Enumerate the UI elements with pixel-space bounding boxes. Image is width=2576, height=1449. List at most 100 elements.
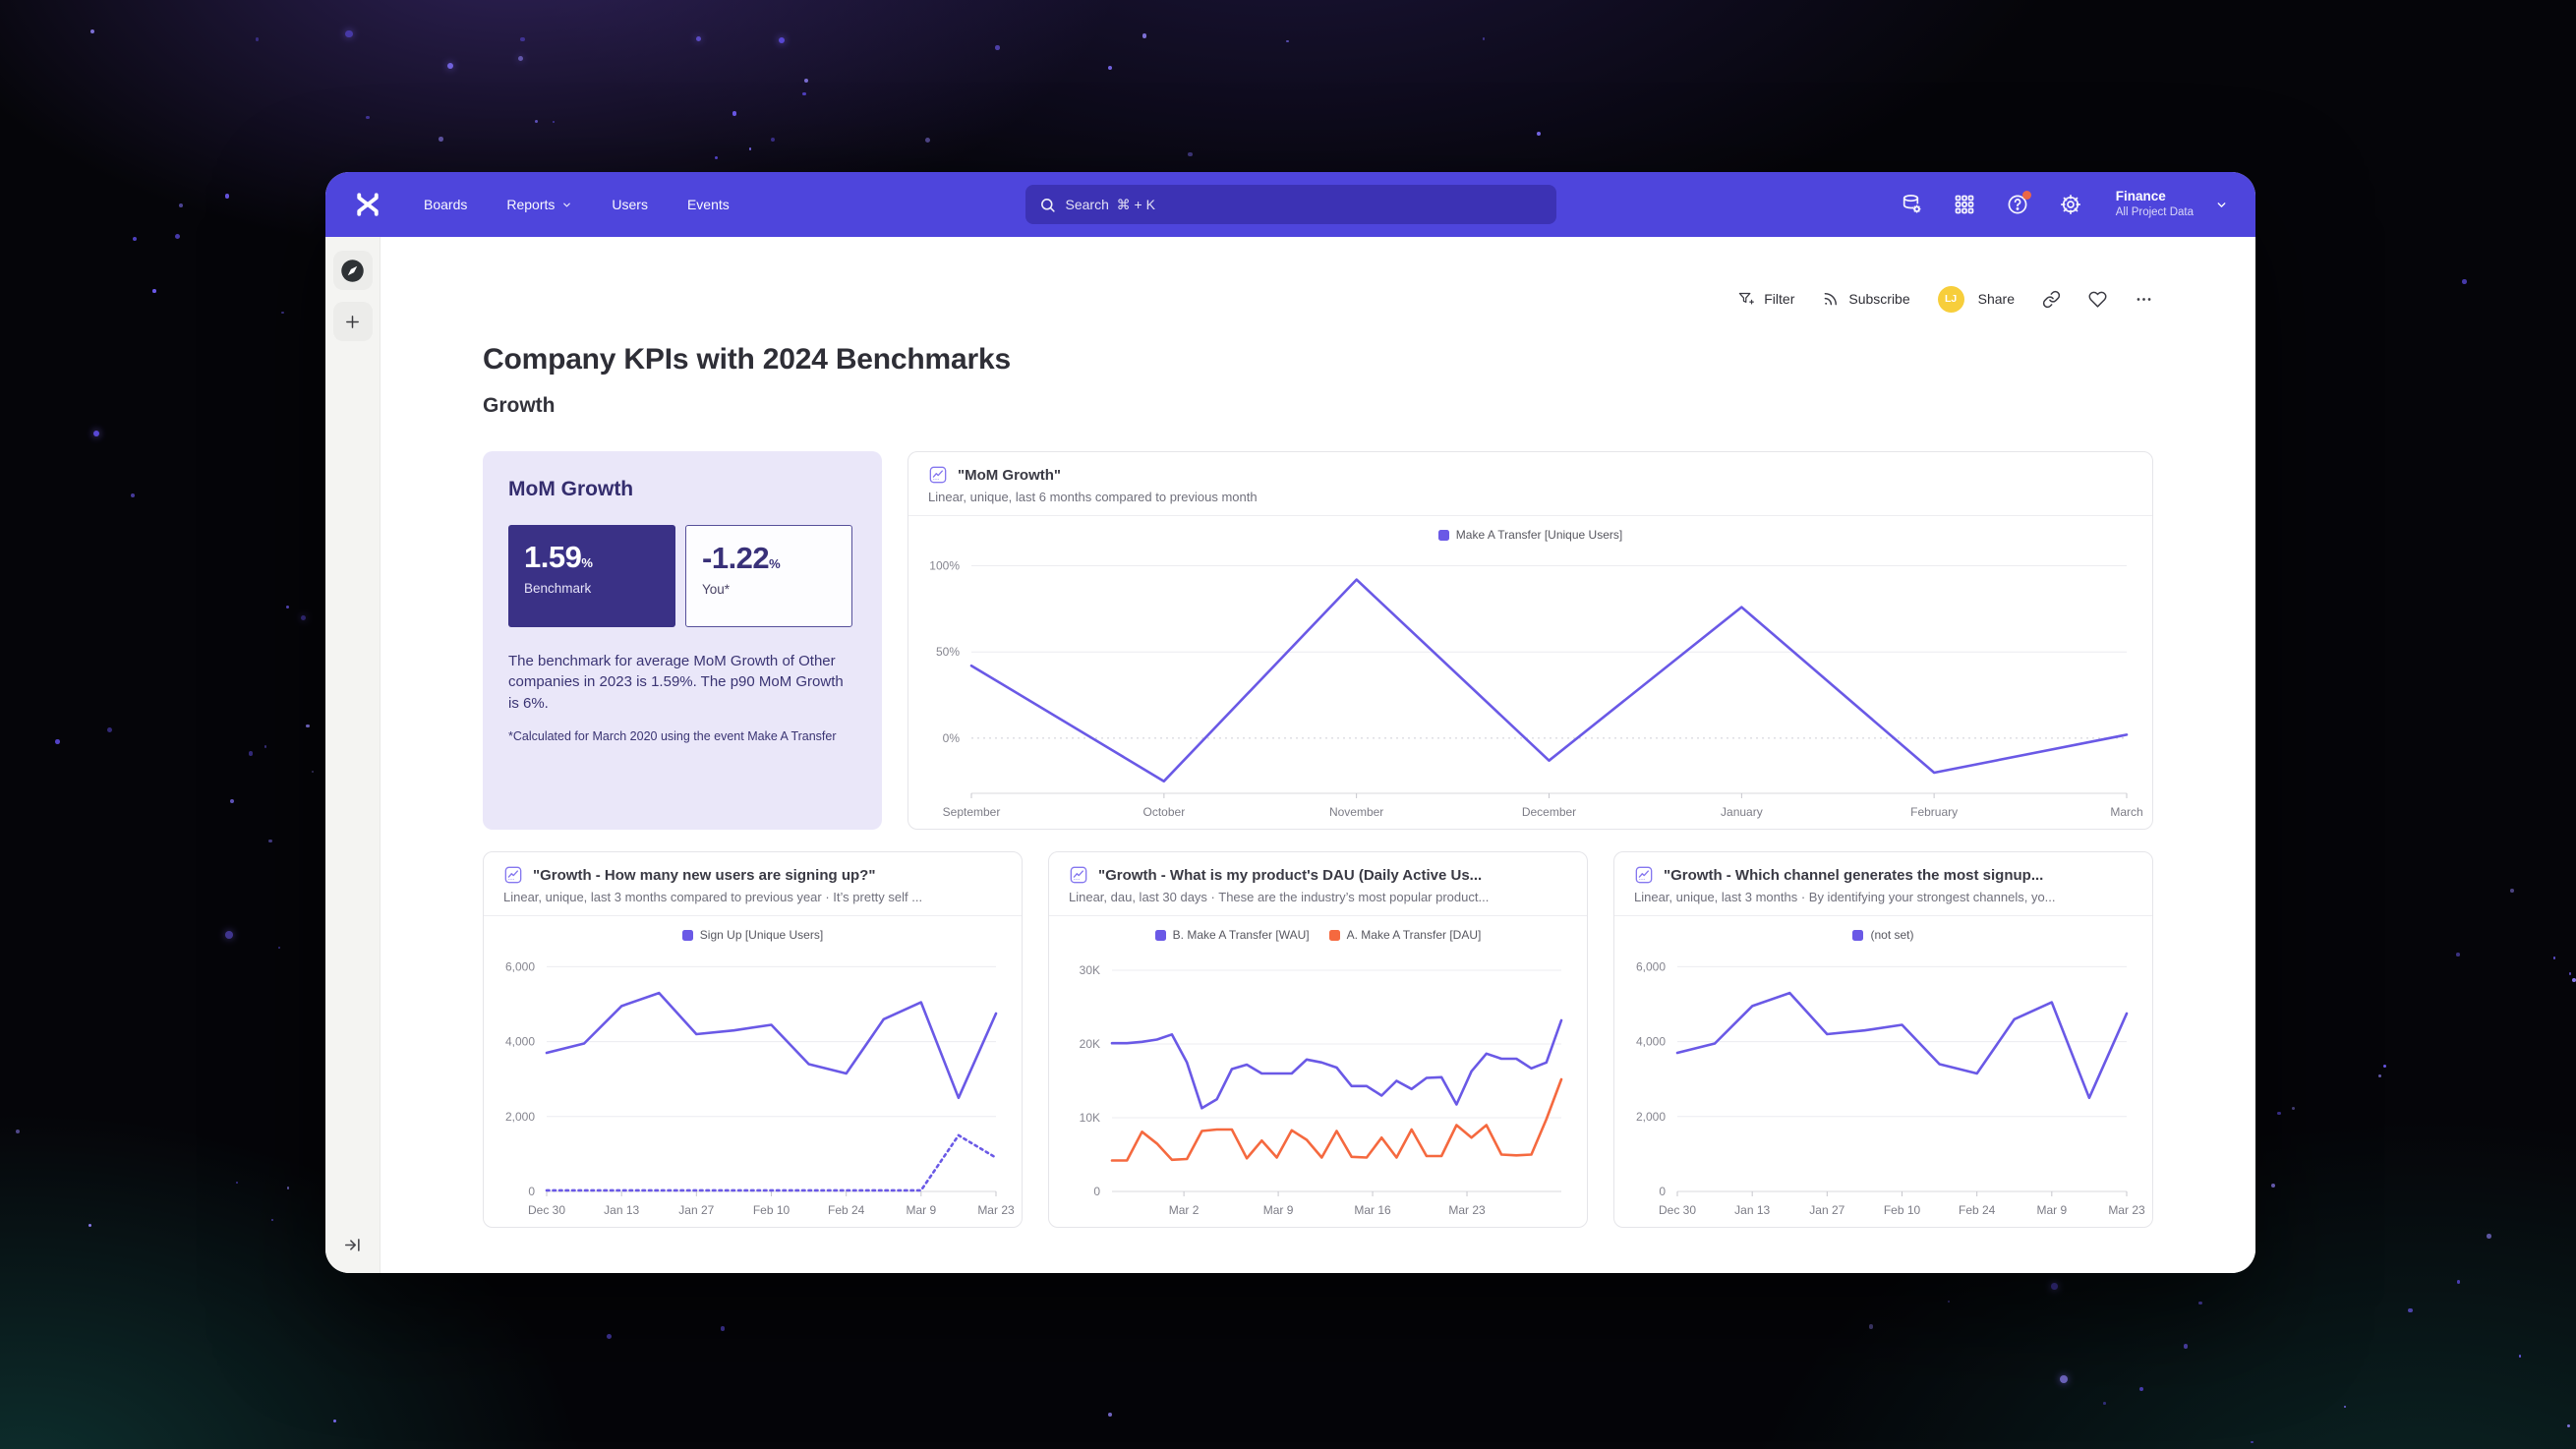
legend-item[interactable]: Make A Transfer [Unique Users]: [1437, 528, 1622, 542]
notification-dot: [2021, 191, 2031, 200]
legend-swatch: [1154, 929, 1166, 941]
y-tick-label: 20K: [1080, 1037, 1100, 1051]
nav-item-events[interactable]: Events: [687, 197, 730, 212]
legend-swatch: [681, 929, 693, 941]
chart-subtitle: Linear, unique, last 3 months compared t…: [503, 890, 923, 904]
x-tick-label: Jan 13: [604, 1203, 639, 1217]
y-tick-label: 2,000: [1636, 1110, 1666, 1124]
x-tick-label: December: [1522, 805, 1576, 819]
more-icon: [2137, 297, 2151, 301]
plus-icon: [346, 315, 359, 328]
series-line: [1110, 1018, 1563, 1110]
chart-header: "Growth - What is my product's DAU (Dail…: [1049, 852, 1587, 916]
y-tick-label: 30K: [1080, 963, 1100, 977]
legend-item[interactable]: B. Make A Transfer [WAU]: [1154, 928, 1310, 942]
filter-button[interactable]: Filter: [1737, 290, 1794, 308]
report-chart-icon: [504, 866, 522, 884]
share-button[interactable]: Share: [1978, 291, 2015, 307]
line-chart: 6,000 4,000 2,000 0 Dec 30 Jan 13 Jan 27 Feb 10…: [1636, 959, 2145, 1217]
x-tick-label: October: [1143, 805, 1186, 819]
expand-sidebar-icon: [344, 1239, 360, 1251]
x-tick-label: February: [1910, 805, 1958, 819]
series-line: [1110, 1077, 1563, 1162]
y-tick-label: 50%: [936, 645, 960, 659]
nav-item-label: Boards: [424, 197, 468, 212]
benchmark-description: The benchmark for average MoM Growth of …: [508, 653, 844, 712]
chart-title: "Growth - What is my product's DAU (Dail…: [1098, 866, 1483, 884]
you-unit: %: [769, 556, 781, 571]
chart-legend: Sign Up [Unique Users]: [484, 916, 1022, 946]
add-board-button[interactable]: [332, 302, 373, 341]
global-search[interactable]: [1025, 185, 1556, 224]
x-tick-label: Feb 24: [1959, 1203, 1996, 1217]
legend-item[interactable]: A. Make A Transfer [DAU]: [1328, 928, 1482, 942]
x-tick-label: Mar 23: [977, 1203, 1015, 1217]
project-switcher[interactable]: Finance All Project Data: [2116, 189, 2228, 219]
chart-header: "Growth - How many new users are signing…: [484, 852, 1022, 916]
chart-card-signups[interactable]: "Growth - How many new users are signing…: [483, 851, 1023, 1228]
y-tick-label: 100%: [929, 559, 960, 573]
nav-item-boards[interactable]: Boards: [424, 197, 467, 212]
legend-item[interactable]: (not set): [1852, 928, 1914, 942]
filter-label: Filter: [1764, 291, 1795, 307]
report-chart-icon: [1635, 866, 1653, 884]
chart-card-mom-growth[interactable]: "MoM Growth" Linear, unique, last 6 mont…: [907, 451, 2153, 830]
series-line: [545, 991, 998, 1100]
more-options-button[interactable]: [2135, 290, 2153, 309]
y-tick-label: 2,000: [505, 1110, 535, 1124]
x-tick-label: Jan 27: [678, 1203, 714, 1217]
benchmark-card-title: MoM Growth: [508, 478, 634, 500]
legend-swatch: [1437, 529, 1449, 541]
chart-subtitle: Linear, unique, last 3 months · By ident…: [1634, 890, 2056, 904]
topbar-right-cluster: Finance All Project Data: [1900, 189, 2228, 219]
avatar[interactable]: LJ: [1937, 285, 1964, 313]
x-tick-label: Dec 30: [528, 1203, 565, 1217]
expand-sidebar-button[interactable]: [343, 1236, 362, 1259]
legend-item[interactable]: Sign Up [Unique Users]: [681, 928, 824, 942]
legend-label: Sign Up [Unique Users]: [699, 928, 824, 942]
benchmark-value: 1.59: [524, 540, 582, 574]
nav-item-label: Reports: [506, 197, 556, 212]
boards-home-button[interactable]: [332, 251, 373, 290]
nav-item-reports[interactable]: Reports: [506, 197, 572, 212]
benchmark-unit: %: [581, 555, 593, 570]
apps-grid-icon[interactable]: [1953, 193, 1976, 216]
x-tick-label: Feb 10: [1884, 1203, 1921, 1217]
avatar-initials: LJ: [1945, 293, 1958, 305]
chart-card-dau[interactable]: "Growth - What is my product's DAU (Dail…: [1048, 851, 1588, 1228]
chart-plot-area: Sign Up [Unique Users] 6,000 4,000 2,000 0 D…: [484, 916, 1022, 1227]
line-chart: 30K 20K 10K 0 Mar 2 Mar 9 Mar 16 Mar 23: [1080, 963, 1563, 1217]
x-tick-label: September: [943, 805, 1001, 819]
legend-swatch: [1328, 929, 1340, 941]
compass-icon: [341, 259, 364, 282]
y-tick-label: 4,000: [1636, 1035, 1666, 1049]
app-window: Boards Reports Users Events: [325, 172, 2255, 1273]
x-tick-label: Mar 9: [2036, 1203, 2067, 1217]
subscribe-button[interactable]: Subscribe: [1822, 290, 1910, 308]
chart-title: "Growth - How many new users are signing…: [533, 866, 876, 884]
chart-card-channels[interactable]: "Growth - Which channel generates the mo…: [1613, 851, 2153, 1228]
chevron-down-icon: [2217, 202, 2226, 207]
y-tick-label: 6,000: [505, 959, 535, 973]
help-icon[interactable]: [2006, 191, 2031, 216]
settings-gear-icon[interactable]: [2059, 193, 2082, 216]
series-line: [545, 1133, 998, 1192]
x-tick-label: March: [2110, 805, 2142, 819]
copy-link-button[interactable]: [2042, 290, 2061, 309]
data-icon[interactable]: [1900, 193, 1923, 216]
you-label: You*: [702, 582, 731, 597]
nav-item-label: Users: [612, 197, 648, 212]
favorite-button[interactable]: [2088, 290, 2107, 309]
chart-legend: Make A Transfer [Unique Users]: [908, 516, 2152, 546]
y-tick-label: 0: [1093, 1185, 1100, 1198]
chart-header: "MoM Growth" Linear, unique, last 6 mont…: [908, 452, 2152, 516]
mixpanel-logo-icon[interactable]: [353, 190, 382, 219]
search-input[interactable]: [1065, 197, 1543, 212]
nav-item-label: Events: [686, 197, 730, 212]
legend-label: A. Make A Transfer [DAU]: [1346, 928, 1482, 942]
x-tick-label: Mar 16: [1354, 1203, 1391, 1217]
primary-nav: Boards Reports Users Events: [424, 197, 730, 212]
nav-item-users[interactable]: Users: [612, 197, 648, 212]
benchmark-footnote: *Calculated for March 2020 using the eve…: [508, 728, 837, 743]
heart-icon: [2088, 291, 2107, 308]
